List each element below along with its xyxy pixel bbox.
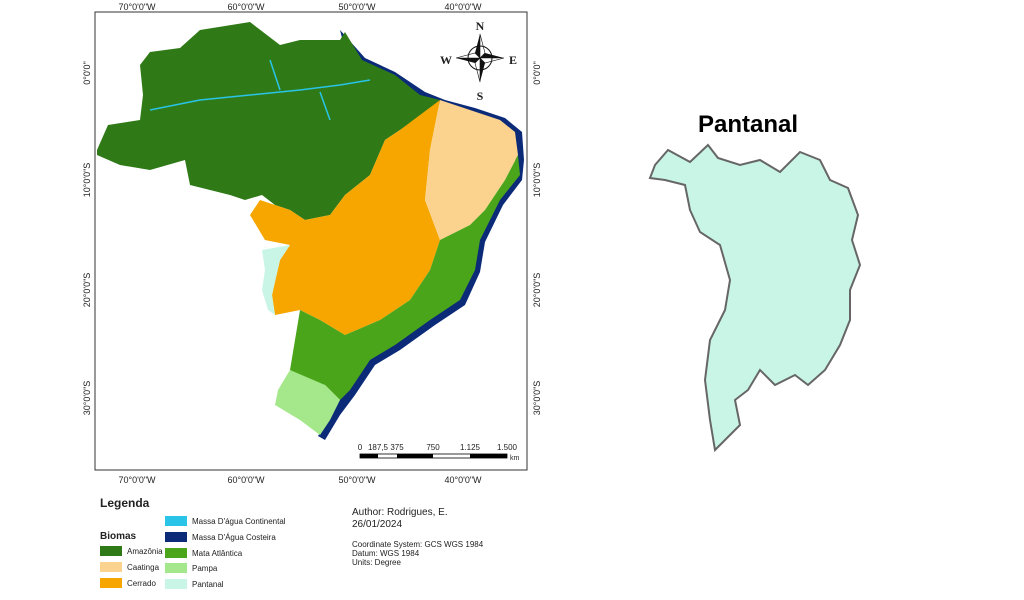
longitude-label: 70°0'0"W [118,2,156,12]
legend-label: Massa D'Água Costeira [192,533,276,542]
legend-swatch [165,548,187,558]
latitude-label: 20°0'0"S [82,273,92,308]
legend-swatch [100,562,122,572]
longitude-label: 40°0'0"W [444,2,482,12]
compass-west: W [440,53,452,67]
biome-cerrado [250,100,440,335]
scale-bar: km [359,453,520,462]
compass-east: E [509,53,517,67]
legend-swatch [100,546,122,556]
legend-label: Cerrado [127,579,156,588]
biome-pampa [275,370,340,435]
coordinate-system: Coordinate System: GCS WGS 1984 [352,540,484,549]
latitude-label: 0°0'0" [82,61,92,85]
longitude-label: 60°0'0"W [227,475,265,485]
biome-caatinga [425,100,518,240]
legend-swatch [165,532,187,542]
pantanal-inset-shape [648,143,862,453]
scale-label: 750 [426,443,440,452]
legend-label: Amazônia [127,547,163,556]
compass-ring [467,45,493,71]
scale-bar-segment [360,454,378,458]
legend-label: Massa D'água Continental [192,517,286,526]
longitude-label: 50°0'0"W [338,2,376,12]
scale-label: 375 [390,443,404,452]
legend-swatch [100,578,122,588]
legend-swatch [165,563,187,573]
longitude-label: 40°0'0"W [444,475,482,485]
legend-label: Caatinga [127,563,160,572]
latitude-label: 10°0'0"S [82,163,92,198]
inset-title: Pantanal [698,111,798,138]
scale-label: 1.125 [460,443,481,452]
legend-group-title: Biomas [100,531,137,542]
legend-label: Pantanal [192,580,224,589]
compass: N S E W [440,19,517,103]
scale-label: 0 [358,443,363,452]
biome-mata-atlantica [290,155,520,400]
latitude-label: 30°0'0"S [82,381,92,416]
coastal-water [318,30,524,440]
scale-label: 187,5 [368,443,389,452]
date: 26/01/2024 [352,519,402,530]
longitude-label: 70°0'0"W [118,475,156,485]
datum: Datum: WGS 1984 [352,549,420,558]
biome-pantanal [262,245,290,315]
compass-north: N [476,19,485,33]
author: Author: Rodrigues, E. [352,507,448,518]
biome-amazonia [97,22,440,220]
latitude-label: 20°0'0"S [532,273,542,308]
longitude-label: 60°0'0"W [227,2,265,12]
compass-south: S [477,89,484,103]
legend-swatch [165,516,187,526]
credits: Author: Rodrigues, E. 26/01/2024 Coordin… [352,507,484,567]
latitude-label: 30°0'0"S [532,381,542,416]
legend-label: Pampa [192,564,218,573]
scale-bar-segment [470,454,507,458]
latitude-label: 0°0'0" [532,61,542,85]
river [149,59,371,121]
legend-title: Legenda [100,496,150,510]
legend-label: Mata Atlântica [192,549,243,558]
units: Units: Degree [352,558,401,567]
brazil-map [97,22,524,440]
scale-unit: km [510,455,520,462]
scale-label: 1.500 [497,443,518,452]
longitude-label: 50°0'0"W [338,475,376,485]
latitude-label: 10°0'0"S [532,163,542,198]
scale-bar-segment [397,454,433,458]
compass-rose-light [455,33,505,83]
legend-swatch [165,579,187,589]
